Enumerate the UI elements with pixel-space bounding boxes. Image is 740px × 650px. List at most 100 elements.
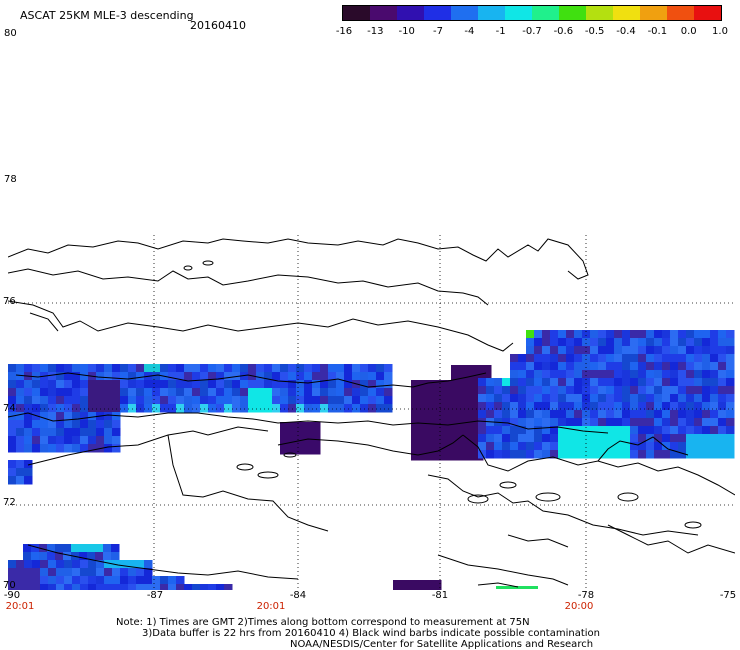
wind-cell — [702, 402, 711, 411]
wind-cell — [40, 404, 49, 413]
wind-cell — [566, 370, 575, 379]
wind-cell — [467, 397, 476, 406]
wind-cell — [304, 388, 313, 397]
wind-cell — [558, 386, 567, 395]
wind-cell — [574, 386, 583, 395]
wind-cell — [88, 364, 97, 373]
wind-cell — [590, 402, 599, 411]
wind-cell — [502, 410, 511, 419]
wind-cell — [678, 426, 687, 435]
wind-cell — [111, 552, 120, 561]
wind-cell — [526, 418, 535, 427]
wind-cell — [224, 396, 233, 405]
wind-cell — [694, 386, 703, 395]
wind-cell — [654, 442, 663, 451]
wind-cell — [344, 380, 353, 389]
wind-cell — [8, 388, 17, 397]
wind-cell — [144, 568, 153, 577]
wind-cell — [662, 426, 671, 435]
wind-cell — [702, 410, 711, 419]
wind-cell — [526, 450, 535, 459]
wind-cell — [566, 330, 575, 339]
wind-cell — [296, 372, 305, 381]
lat-label-74: 74 — [3, 403, 16, 414]
wind-cell — [176, 396, 185, 405]
wind-cell — [686, 346, 695, 355]
wind-cell — [598, 370, 607, 379]
wind-cell — [606, 362, 615, 371]
wind-cell — [726, 362, 735, 371]
wind-cell — [478, 386, 487, 395]
wind-cell — [352, 364, 361, 373]
wind-cell — [542, 362, 551, 371]
wind-cell — [646, 338, 655, 347]
wind-cell — [48, 576, 57, 585]
wind-cell — [80, 404, 89, 413]
wind-cell — [393, 585, 402, 590]
wind-cell — [598, 418, 607, 427]
wind-cell — [646, 410, 655, 419]
wind-cell — [550, 386, 559, 395]
wind-cell — [510, 426, 519, 435]
wind-cell — [686, 386, 695, 395]
wind-cell — [590, 394, 599, 403]
wind-cell — [614, 354, 623, 363]
wind-cell — [112, 568, 121, 577]
wind-cell — [320, 404, 329, 413]
wind-cell — [80, 444, 89, 453]
color-scale-tick-label: -1 — [495, 26, 506, 37]
wind-cell — [478, 394, 487, 403]
wind-cell — [542, 394, 551, 403]
wind-cell — [478, 426, 487, 435]
wind-cell — [8, 420, 17, 429]
wind-cell — [710, 410, 719, 419]
wind-cell — [312, 396, 321, 405]
wind-cell — [606, 450, 615, 459]
wind-cell — [510, 370, 519, 379]
wind-cell — [23, 552, 32, 561]
wind-cell — [582, 346, 591, 355]
wind-cell — [248, 396, 257, 405]
wind-cell — [104, 396, 113, 405]
wind-cell — [56, 444, 65, 453]
wind-cell — [646, 402, 655, 411]
wind-cell — [542, 378, 551, 387]
wind-cell — [726, 346, 735, 355]
wind-cell — [638, 426, 647, 435]
wind-cell — [622, 394, 631, 403]
wind-cell — [80, 412, 89, 421]
wind-cell — [534, 378, 543, 387]
wind-cell — [8, 468, 17, 477]
wind-cell — [486, 386, 495, 395]
wind-cell — [63, 544, 72, 553]
wind-cell — [296, 388, 305, 397]
wind-cell — [64, 364, 73, 373]
wind-cell — [8, 584, 17, 590]
wind-cell — [478, 442, 487, 451]
wind-cell — [72, 412, 81, 421]
wind-cell — [336, 404, 345, 413]
color-scale-segment — [478, 6, 506, 20]
wind-cell — [614, 394, 623, 403]
wind-cell — [590, 434, 599, 443]
wind-cell — [598, 330, 607, 339]
wind-cell — [542, 370, 551, 379]
wind-cell — [678, 450, 687, 459]
wind-cell — [638, 386, 647, 395]
wind-cell — [662, 386, 671, 395]
wind-cell — [502, 434, 511, 443]
wind-cell — [32, 436, 41, 445]
wind-cell — [80, 420, 89, 429]
wind-cell — [582, 434, 591, 443]
wind-cell — [312, 388, 321, 397]
wind-cell — [726, 330, 735, 339]
wind-cell — [280, 388, 289, 397]
wind-cell — [606, 426, 615, 435]
wind-cell — [112, 412, 121, 421]
wind-cell — [312, 430, 321, 439]
wind-cell — [526, 410, 535, 419]
wind-cell — [216, 404, 225, 413]
wind-cell — [662, 330, 671, 339]
wind-cell — [425, 580, 434, 586]
wind-cell — [606, 378, 615, 387]
